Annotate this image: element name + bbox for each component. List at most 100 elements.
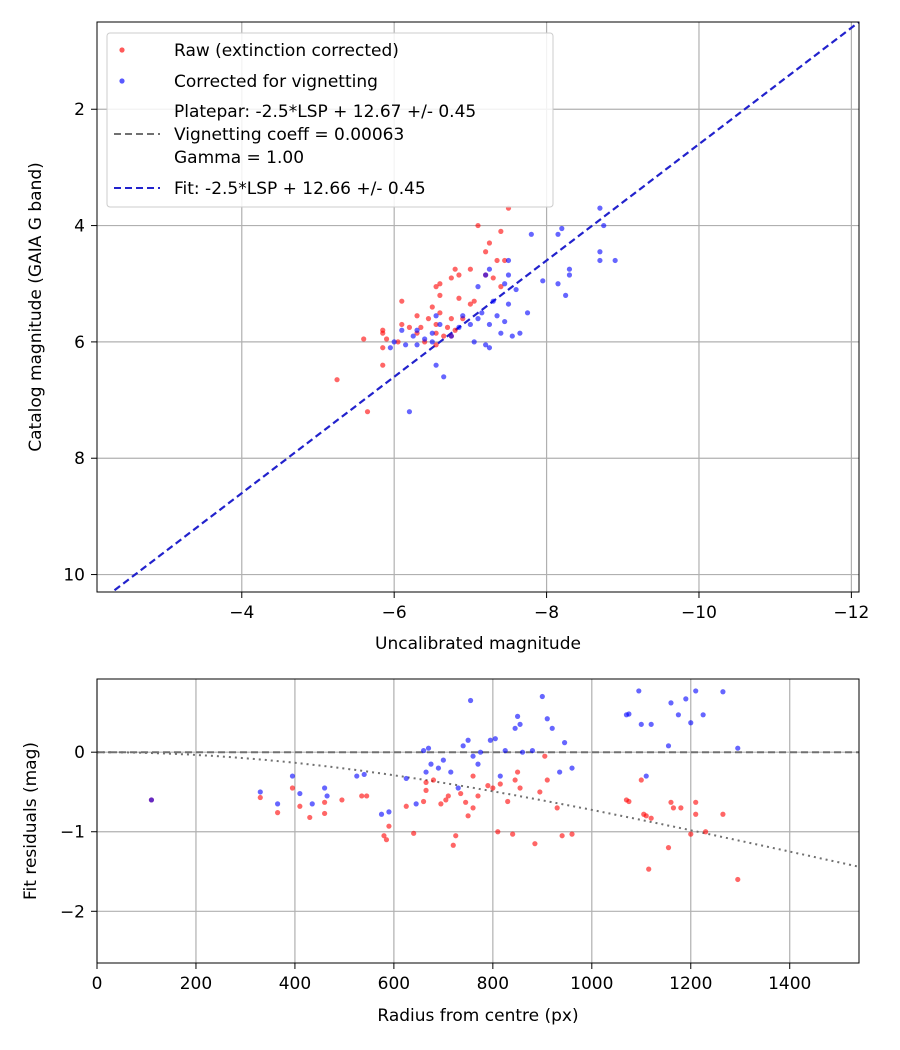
corrected-point [612,257,618,264]
raw-point [463,799,469,805]
raw-point [414,313,420,319]
raw-point [485,782,491,789]
corrected-point [309,801,315,807]
corrected-point [502,318,508,325]
corrected-point [475,284,481,290]
corrected-point [665,743,672,749]
corrected-point [483,342,489,348]
raw-point [475,222,481,229]
corrected-point [643,773,649,779]
corrected-point [448,769,454,775]
raw-point [339,797,345,803]
raw-point [498,228,504,234]
corrected-point [505,272,512,278]
raw-point [383,336,390,342]
y-tick-label: 6 [74,333,85,353]
corrected-point [475,316,481,322]
corrected-point [636,688,642,694]
bottom-plot-background [97,679,859,963]
raw-point [361,336,367,342]
raw-point [448,316,454,322]
corrected-point [638,721,644,727]
corrected-point [423,769,429,775]
corrected-point [429,330,435,336]
raw-point [544,777,550,783]
legend-box [106,32,554,208]
top-legend: Raw (extinction corrected) Corrected for… [106,32,554,208]
raw-point [495,829,501,835]
corrected-point [648,721,654,727]
corrected-point [487,737,493,743]
vignetting-curve [97,751,859,868]
raw-point [483,249,489,255]
corrected-point [497,773,503,779]
raw-point [438,801,444,807]
x-tick-label: 1400 [768,974,811,994]
raw-point [420,798,427,805]
corrected-point [441,374,447,380]
corrected-point [700,712,706,718]
corrected-point [566,272,573,278]
y-tick-label: 10 [63,566,85,586]
corrected-point [477,749,484,755]
corrected-point [289,773,296,779]
top-points [334,205,618,415]
fit-line [110,22,859,592]
corrected-point [626,711,632,717]
raw-point [467,266,473,272]
x-tick-label: 1200 [669,974,712,994]
corrected-point [361,771,367,778]
corrected-point [566,266,573,272]
raw-point [668,799,674,805]
corrected-point [403,775,409,782]
corrected-point [498,330,504,336]
corrected-point [414,342,420,348]
raw-point [505,798,511,805]
y-tick-label: 8 [74,449,85,469]
raw-point [569,831,575,837]
raw-point [467,301,473,307]
raw-point [383,837,390,843]
bottom-points [148,688,741,883]
raw-point [445,793,451,799]
corrected-point [517,330,523,336]
bottom-y-ticks: 0 −1 −2 [60,743,97,922]
raw-point [437,292,443,298]
corrected-point [559,225,565,232]
raw-point [380,362,386,368]
raw-point [510,831,516,837]
top-x-ticks: −4 −6 −8 −10 −12 [229,592,869,623]
top-y-axis-label: Catalog magnitude (GAIA G band) [26,162,46,452]
x-tick-label: −10 [681,603,717,623]
corrected-point [555,231,561,237]
corrected-point [433,362,439,368]
corrected-point [467,321,473,328]
raw-point [514,769,521,775]
raw-point [450,842,456,848]
corrected-point [597,257,603,264]
raw-point [643,813,649,819]
legend-marker-corrected [119,78,125,84]
raw-point [465,813,471,819]
top-chart: −4 −6 −8 −10 −12 2 4 6 8 10 Uncalibrated magnitu… [26,21,869,654]
raw-point [429,304,435,310]
y-tick-label: 2 [74,100,85,120]
corrected-point [528,231,534,237]
bottom-y-axis-label: Fit residuals (mag) [21,742,41,900]
raw-point [257,794,263,801]
y-tick-label: −1 [60,823,85,843]
corrected-point [324,793,330,799]
corrected-point [471,339,477,345]
raw-point [452,266,458,272]
raw-point [289,785,296,791]
x-tick-label: −8 [534,603,559,623]
corrected-point [465,737,471,743]
raw-point [452,327,458,333]
raw-point [720,811,726,817]
legend-label-fit: Fit: -2.5*LSP + 12.66 +/- 0.45 [174,179,426,199]
legend-label-gamma: Gamma = 1.00 [174,148,304,168]
raw-point [648,815,654,821]
raw-point [517,785,523,791]
corrected-point [413,801,419,807]
raw-point [443,797,449,803]
